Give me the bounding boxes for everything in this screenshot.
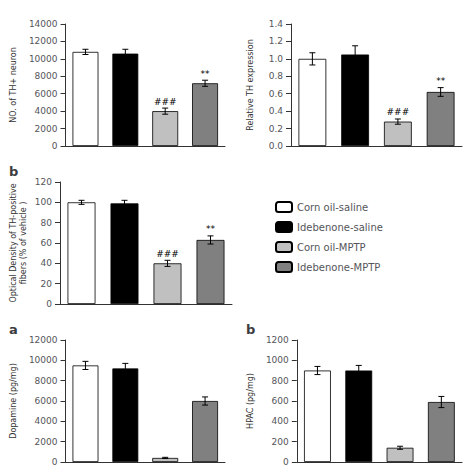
svg-text:600: 600: [272, 396, 289, 406]
svg-text:**: **: [436, 76, 446, 86]
svg-text:20: 20: [41, 279, 53, 289]
svg-text:b: b: [246, 322, 255, 337]
svg-text:6000: 6000: [35, 396, 58, 406]
svg-text:40: 40: [41, 258, 53, 268]
svg-text:0: 0: [52, 141, 58, 151]
svg-text:fibers (% of vehicle ): fibers (% of vehicle ): [19, 202, 28, 285]
svg-text:a: a: [9, 322, 18, 337]
svg-text:**: **: [201, 69, 211, 79]
svg-text:0: 0: [283, 457, 289, 467]
svg-text:2000: 2000: [35, 437, 58, 447]
svg-text:60: 60: [41, 238, 53, 248]
svg-text:HPAC (pg/mg): HPAC (pg/mg): [246, 373, 255, 429]
svg-text:NO. of TH+ neuron: NO. of TH+ neuron: [9, 47, 18, 123]
svg-text:Optical Density of TH-positive: Optical Density of TH-positive: [9, 183, 18, 302]
svg-text:12000: 12000: [29, 335, 58, 345]
svg-text:0.6: 0.6: [269, 89, 284, 99]
svg-text:Idebenone-saline: Idebenone-saline: [297, 222, 383, 233]
svg-text:1000: 1000: [266, 355, 289, 365]
svg-text:Corn oil-MPTP: Corn oil-MPTP: [297, 242, 366, 253]
svg-text:8000: 8000: [35, 376, 58, 386]
svg-text:2000: 2000: [35, 124, 58, 134]
svg-text:0.8: 0.8: [269, 71, 284, 81]
svg-text:800: 800: [272, 376, 289, 386]
svg-text:0.2: 0.2: [269, 124, 283, 134]
svg-text:80: 80: [41, 218, 53, 228]
svg-text:**: **: [206, 224, 216, 234]
svg-text:10000: 10000: [29, 355, 58, 365]
svg-text:###: ###: [154, 97, 177, 107]
svg-text:12000: 12000: [29, 36, 58, 46]
svg-text:1.4: 1.4: [269, 19, 284, 29]
svg-text:1.2: 1.2: [269, 36, 283, 46]
svg-text:8000: 8000: [35, 71, 58, 81]
svg-text:1200: 1200: [266, 335, 289, 345]
svg-text:6000: 6000: [35, 89, 58, 99]
svg-text:###: ###: [156, 249, 179, 259]
svg-text:4000: 4000: [35, 106, 58, 116]
svg-text:b: b: [9, 164, 18, 179]
svg-text:Dopamine (pg/mg): Dopamine (pg/mg): [9, 363, 18, 439]
svg-text:Idebenone-MPTP: Idebenone-MPTP: [297, 262, 380, 273]
svg-text:4000: 4000: [35, 416, 58, 426]
svg-text:0.0: 0.0: [269, 141, 284, 151]
svg-text:###: ###: [387, 107, 410, 117]
svg-text:1.0: 1.0: [269, 54, 284, 64]
svg-text:Relative TH expression: Relative TH expression: [246, 39, 255, 130]
svg-text:0: 0: [52, 457, 58, 467]
svg-text:120: 120: [35, 177, 52, 187]
svg-text:0: 0: [46, 299, 52, 309]
svg-text:Corn oil-saline: Corn oil-saline: [297, 202, 368, 213]
svg-text:10000: 10000: [29, 54, 58, 64]
svg-text:200: 200: [272, 437, 289, 447]
svg-text:0.4: 0.4: [269, 106, 284, 116]
svg-text:100: 100: [35, 197, 52, 207]
svg-text:14000: 14000: [29, 19, 58, 29]
svg-text:400: 400: [272, 416, 289, 426]
